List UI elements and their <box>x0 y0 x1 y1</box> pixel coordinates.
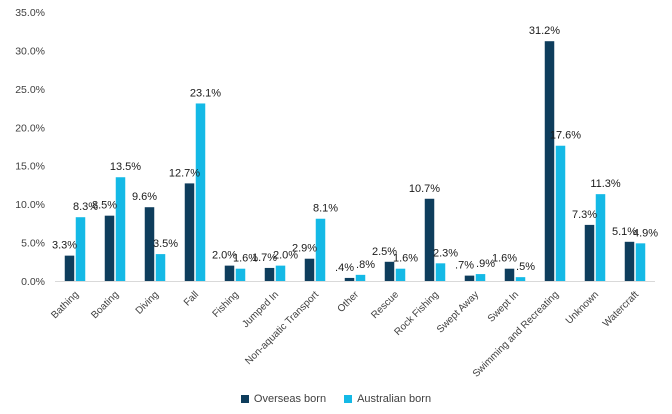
bar-australian-born <box>275 265 286 281</box>
y-tick-label: 5.0% <box>21 238 45 250</box>
legend-item-australian: Australian born <box>344 393 431 405</box>
data-label-australian-born: 3.5% <box>153 238 178 250</box>
bar-australian-born <box>395 268 406 281</box>
legend-label-australian: Australian born <box>357 393 432 405</box>
x-category-label: Watercraft <box>601 289 641 329</box>
data-label-australian-born: .8% <box>356 259 375 271</box>
data-label-overseas-born: 1.6% <box>492 253 517 265</box>
y-axis: 0.0% 5.0% 10.0% 15.0% 20.0% 25.0% 30.0% 35.0% <box>15 7 45 288</box>
bar-overseas-born <box>384 261 395 281</box>
bar-overseas-born <box>544 41 555 281</box>
bar-australian-born <box>195 103 206 282</box>
bar-australian-born <box>435 263 446 281</box>
x-category-label: Fall <box>182 289 201 308</box>
bar-australian-born <box>75 217 86 281</box>
data-label-overseas-born: 31.2% <box>529 25 560 37</box>
bar-australian-born <box>555 145 566 281</box>
bar-overseas-born <box>64 255 75 281</box>
x-category-label: Unknown <box>564 289 601 326</box>
bar-australian-born <box>155 254 166 281</box>
bars <box>64 41 646 282</box>
data-label-australian-born: .5% <box>516 261 535 273</box>
y-tick-label: 35.0% <box>15 7 45 19</box>
data-labels: 3.3%8.3%8.5%13.5%9.6%3.5%12.7%23.1%2.0%1… <box>52 25 658 274</box>
x-category-label: Boating <box>89 289 121 321</box>
x-category-label: Jumped In <box>240 289 281 330</box>
y-tick-label: 25.0% <box>15 84 45 96</box>
bar-australian-born <box>235 268 246 281</box>
x-axis: Bathing Boating Diving Fall Fishing Jumped In… <box>49 281 655 380</box>
legend-swatch-australian <box>344 395 353 403</box>
legend-label-overseas: Overseas born <box>253 393 327 405</box>
data-label-overseas-born: 5.1% <box>612 226 637 238</box>
data-label-overseas-born: 12.7% <box>169 167 200 179</box>
data-label-australian-born: 2.3% <box>433 247 458 259</box>
data-label-australian-born: 4.9% <box>633 227 658 239</box>
bar-australian-born <box>515 277 526 281</box>
bar-australian-born <box>595 194 606 281</box>
bar-overseas-born <box>264 267 275 281</box>
x-category-label: Diving <box>134 289 161 316</box>
data-label-australian-born: 11.3% <box>590 178 621 190</box>
bar-overseas-born <box>624 241 635 281</box>
bar-australian-born <box>635 243 646 281</box>
y-tick-label: 0.0% <box>21 276 45 288</box>
bar-overseas-born <box>344 277 355 281</box>
x-category-label: Fishing <box>211 289 242 320</box>
bar-australian-born <box>115 177 126 281</box>
data-label-overseas-born: 2.5% <box>372 246 397 258</box>
bar-overseas-born <box>304 258 315 281</box>
legend: Overseas born Australian born <box>0 390 672 408</box>
bar-australian-born <box>315 218 326 281</box>
x-category-label: Non-aquatic Transport <box>243 289 321 367</box>
y-tick-label: 20.0% <box>15 122 45 134</box>
data-label-overseas-born: 2.9% <box>292 243 317 255</box>
x-category-label: Other <box>336 289 362 315</box>
bar-australian-born <box>475 274 486 281</box>
data-label-australian-born: 13.5% <box>110 161 141 173</box>
bar-overseas-born <box>144 207 155 281</box>
bar-overseas-born <box>104 215 115 281</box>
data-label-australian-born: 1.6% <box>233 253 258 265</box>
legend-swatch-overseas <box>240 395 249 403</box>
x-category-label: Swept Away <box>435 289 481 335</box>
y-tick-label: 10.0% <box>15 199 45 211</box>
data-label-overseas-born: 10.7% <box>409 183 440 195</box>
x-category-label: Swept In <box>486 289 521 324</box>
bar-overseas-born <box>464 275 475 281</box>
legend-item-overseas: Overseas born <box>240 393 327 405</box>
data-label-australian-born: 1.6% <box>393 253 418 265</box>
data-label-overseas-born: .7% <box>455 260 474 272</box>
bar-australian-born <box>355 274 366 281</box>
data-label-overseas-born: 7.3% <box>572 209 597 221</box>
data-label-australian-born: 17.6% <box>550 130 581 142</box>
data-label-australian-born: 8.1% <box>313 203 338 215</box>
data-label-overseas-born: 3.3% <box>52 240 77 252</box>
bar-overseas-born <box>184 183 195 281</box>
data-label-australian-born: .9% <box>476 258 495 270</box>
x-category-label: Swimming and Recreating <box>471 289 561 379</box>
y-tick-label: 30.0% <box>15 45 45 57</box>
bar-overseas-born <box>424 198 435 281</box>
data-label-overseas-born: .4% <box>335 262 354 274</box>
bar-overseas-born <box>584 224 595 281</box>
data-label-overseas-born: 9.6% <box>132 191 157 203</box>
x-category-label: Bathing <box>49 289 81 321</box>
data-label-overseas-born: 1.7% <box>252 252 277 264</box>
y-tick-label: 15.0% <box>15 161 45 173</box>
bar-overseas-born <box>504 268 515 281</box>
data-label-australian-born: 23.1% <box>190 87 221 99</box>
bar-overseas-born <box>224 265 235 281</box>
data-label-australian-born: 2.0% <box>273 250 298 262</box>
x-category-label: Rescue <box>369 289 401 321</box>
data-label-australian-born: 8.3% <box>73 201 98 213</box>
data-label-overseas-born: 8.5% <box>92 200 117 212</box>
data-label-overseas-born: 2.0% <box>212 250 237 262</box>
